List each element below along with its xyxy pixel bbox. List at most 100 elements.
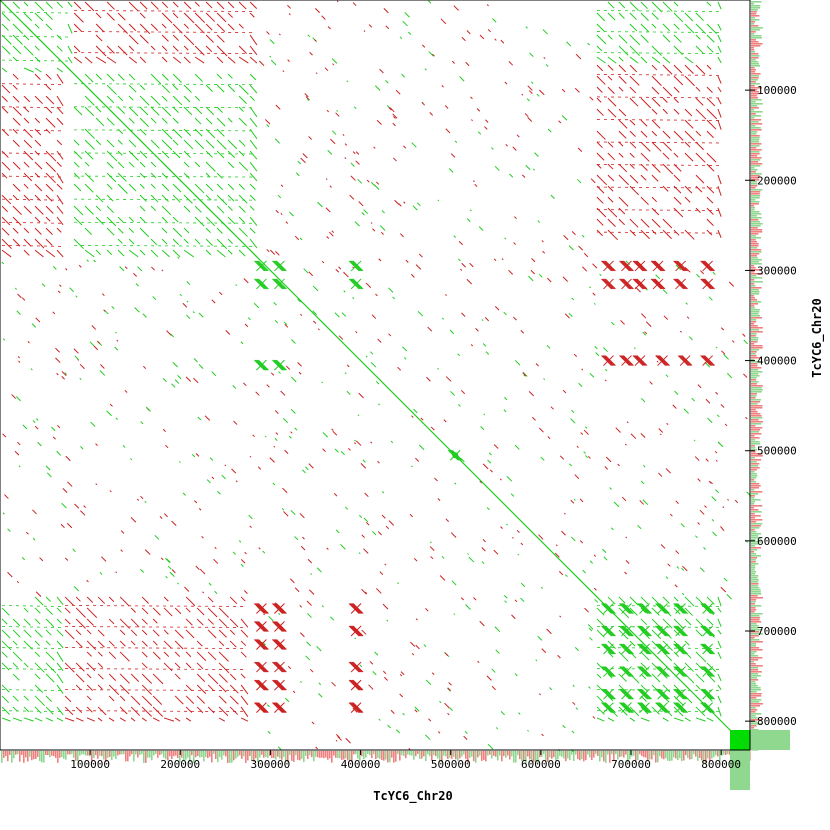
x-coverage-bar [79, 751, 81, 756]
x-coverage-bar [193, 751, 195, 763]
scattered-match [32, 537, 36, 541]
y-coverage-bar [751, 309, 760, 311]
y-coverage-bar [751, 691, 757, 693]
scattered-match [428, 51, 434, 57]
y-coverage-bar [751, 499, 761, 501]
scattered-match [285, 365, 291, 370]
scattered-match [340, 543, 346, 550]
scattered-match [305, 655, 311, 661]
repeat-match-segment [108, 695, 115, 702]
repeat-match-segment [150, 117, 157, 124]
scattered-match [22, 424, 28, 430]
repeat-match-segment [629, 56, 639, 64]
scattered-match [115, 331, 117, 334]
scattered-match [488, 452, 492, 456]
y-coverage-bar [751, 197, 760, 199]
cluster-segment [702, 625, 713, 637]
x-coverage-bar [77, 751, 79, 762]
scattered-match [355, 160, 360, 165]
scattered-match [193, 358, 198, 363]
repeat-match-segment [207, 651, 217, 661]
cluster-segment [351, 679, 363, 691]
scattered-match [262, 550, 266, 554]
cluster-segment [637, 625, 648, 637]
scattered-match [137, 266, 143, 272]
cluster-segment [351, 625, 363, 637]
y-coverage-bar [751, 553, 757, 555]
scattered-match [280, 390, 286, 396]
repeat-match-segment [1, 651, 8, 658]
cluster-segment [601, 643, 612, 655]
x-coverage-bar [317, 751, 319, 758]
y-coverage-bar [751, 621, 762, 623]
scattered-match [492, 18, 497, 23]
y-coverage-bar [751, 253, 760, 255]
cluster-segment [621, 643, 632, 655]
repeat-match-segment [185, 629, 195, 639]
scattered-match [504, 237, 507, 240]
repeat-match-segment [56, 596, 64, 605]
repeat-match-segment [84, 106, 95, 117]
repeat-match-segment [640, 229, 650, 240]
cluster-segment [674, 260, 685, 272]
repeat-match-segment [172, 106, 179, 113]
repeat-match-segment [12, 161, 21, 170]
cluster-segment [639, 688, 650, 700]
repeat-match-segment [34, 227, 42, 235]
scattered-match [582, 266, 588, 272]
scattered-match [16, 580, 20, 584]
cluster-segment [673, 260, 684, 272]
repeat-match-segment [216, 12, 227, 23]
repeat-match-segment [34, 183, 43, 192]
repeat-match-segment [684, 607, 693, 616]
scattered-match [133, 272, 138, 277]
x-coverage-bar [401, 751, 403, 756]
repeat-match-segment [45, 618, 55, 628]
x-coverage-bar [17, 751, 19, 755]
repeat-match-segment [45, 662, 57, 674]
repeat-match-segment [249, 205, 255, 211]
x-coverage-bar [625, 751, 627, 755]
repeat-match-segment [130, 607, 137, 613]
scattered-match [479, 620, 485, 627]
scattered-match [571, 409, 575, 414]
x-coverage-bar [41, 751, 43, 763]
repeat-match-segment [249, 1, 258, 9]
x-coverage-bar [381, 751, 383, 760]
scattered-match [338, 266, 342, 270]
repeat-match-segment [64, 717, 75, 722]
x-coverage-bar [683, 751, 685, 761]
scattered-match [321, 381, 324, 384]
cluster-segment [674, 625, 685, 637]
cluster-segment [620, 643, 631, 655]
repeat-match-segment [596, 45, 603, 52]
y-coverage-bar [751, 591, 761, 593]
repeat-match-segment [185, 618, 193, 626]
cluster-segment [673, 702, 684, 713]
scattered-match [199, 568, 206, 575]
x-coverage-bar [535, 751, 537, 762]
scattered-match [185, 376, 192, 382]
repeat-match-segment [161, 249, 170, 258]
y-coverage-bar [751, 235, 756, 237]
y-coverage-bar [751, 409, 756, 411]
scattered-match [417, 311, 424, 317]
x-coverage-bar [669, 751, 671, 762]
repeat-match-segment [651, 75, 662, 86]
cluster-segment [640, 625, 651, 637]
cluster-segment [635, 355, 647, 366]
y-coverage-bar [751, 707, 756, 709]
repeat-match-segment [205, 23, 213, 31]
scattered-match [640, 432, 646, 438]
x-coverage-bar [139, 751, 141, 756]
x-coverage-bar [267, 751, 269, 759]
scattered-match [724, 423, 728, 427]
repeat-match-segment [249, 34, 258, 46]
repeat-match-segment [194, 161, 201, 168]
y-coverage-bar [751, 139, 760, 141]
scattered-match [124, 266, 128, 270]
repeat-match-segment [161, 84, 171, 94]
repeat-match-segment [183, 161, 190, 168]
y-coverage-bar [751, 541, 762, 543]
